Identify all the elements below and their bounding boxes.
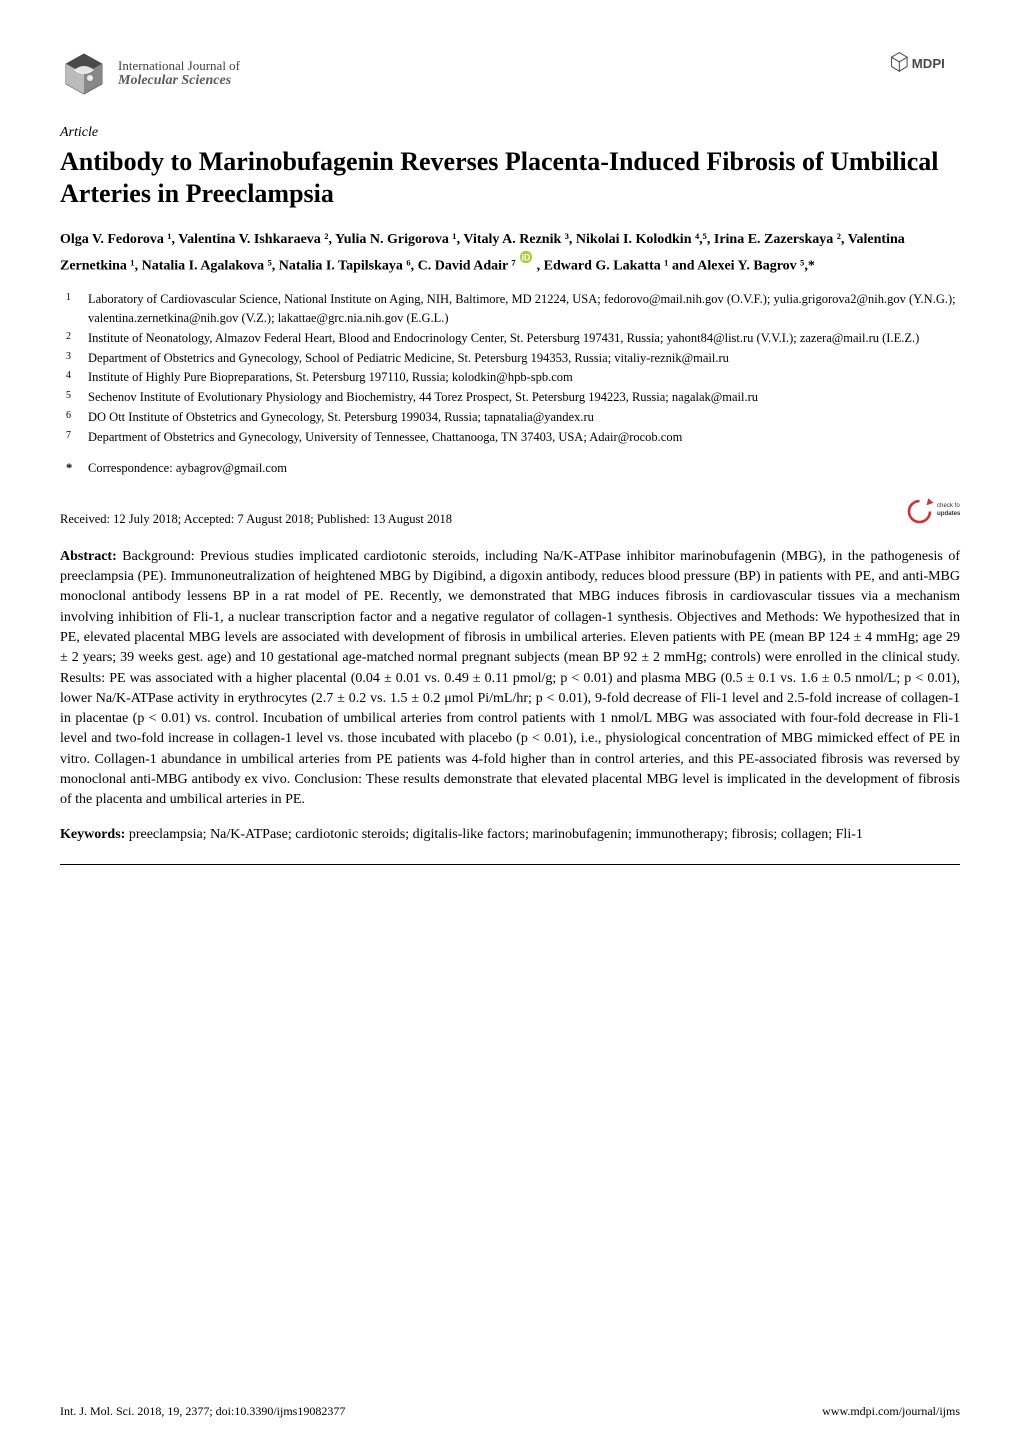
abstract-label: Abstract: [60,549,117,564]
journal-name-bottom: Molecular Sciences [118,73,240,90]
svg-text:iD: iD [522,252,531,262]
divider [60,864,960,865]
abstract-block: Abstract: Background: Previous studies i… [60,547,960,811]
footer-url: www.mdpi.com/journal/ijms [822,1403,960,1420]
authors-part2: , Edward G. Lakatta ¹ and Alexei Y. Bagr… [537,258,815,273]
footer-citation: Int. J. Mol. Sci. 2018, 19, 2377; doi:10… [60,1403,345,1420]
journal-name: International Journal of Molecular Scien… [118,58,240,90]
check-updates-icon[interactable]: check for updates [900,494,960,529]
affiliations-list: 1Laboratory of Cardiovascular Science, N… [60,290,960,446]
ijms-hex-icon [60,50,108,98]
mdpi-text: MDPI [912,56,945,71]
journal-logo: International Journal of Molecular Scien… [60,50,240,98]
affiliation-item: 4Institute of Highly Pure Biopreparation… [88,368,960,387]
keywords-label: Keywords: [60,827,125,842]
mdpi-logo-icon: MDPI [890,50,960,80]
article-type: Article [60,123,960,143]
received-dates: Received: 12 July 2018; Accepted: 7 Augu… [60,511,452,529]
orcid-icon: iD [519,250,533,264]
article-title: Antibody to Marinobufagenin Reverses Pla… [60,146,960,211]
abstract-text: Background: Previous studies implicated … [60,549,960,808]
correspondence-text: Correspondence: aybagrov@gmail.com [88,461,287,475]
page-footer: Int. J. Mol. Sci. 2018, 19, 2377; doi:10… [60,1403,960,1420]
correspondence-star: * [66,460,72,478]
authors-list: Olga V. Fedorova ¹, Valentina V. Ishkara… [60,229,960,277]
affiliation-item: 2Institute of Neonatology, Almazov Feder… [88,329,960,348]
affiliation-item: 5Sechenov Institute of Evolutionary Phys… [88,388,960,407]
affiliation-item: 7Department of Obstetrics and Gynecology… [88,428,960,447]
affiliation-item: 3Department of Obstetrics and Gynecology… [88,349,960,368]
affiliation-item: 1Laboratory of Cardiovascular Science, N… [88,290,960,328]
correspondence: * Correspondence: aybagrov@gmail.com [60,460,960,478]
keywords-text: preeclampsia; Na/K-ATPase; cardiotonic s… [125,827,863,842]
journal-name-top: International Journal of [118,58,240,74]
dates-row: Received: 12 July 2018; Accepted: 7 Augu… [60,494,960,529]
svg-text:updates: updates [937,510,960,517]
page-header: International Journal of Molecular Scien… [60,50,960,98]
keywords-block: Keywords: preeclampsia; Na/K-ATPase; car… [60,825,960,845]
affiliation-item: 6DO Ott Institute of Obstetrics and Gyne… [88,408,960,427]
svg-text:check for: check for [937,502,960,509]
